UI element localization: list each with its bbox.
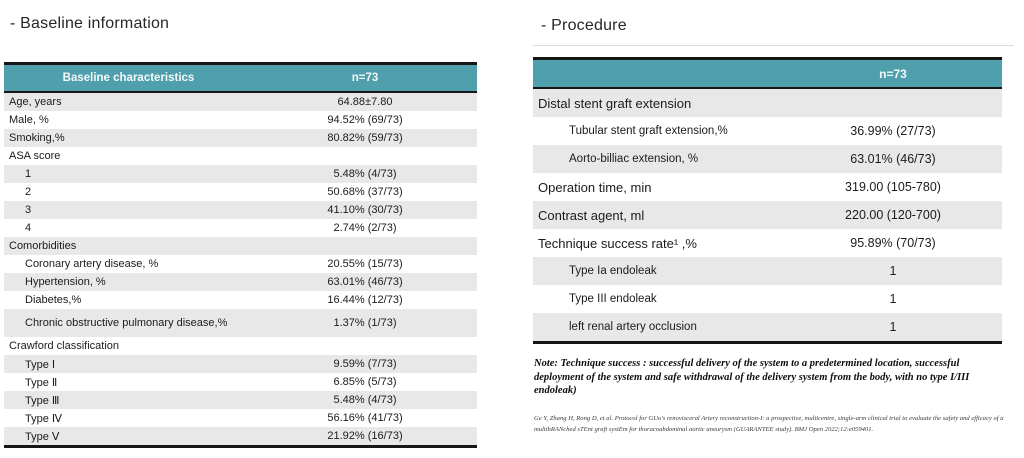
row-value: 5.48% (4/73) bbox=[333, 168, 397, 180]
table-row: 4 2.74% (2/73) bbox=[4, 219, 477, 237]
row-label: Aorto-billiac extension, % bbox=[569, 153, 699, 165]
table-row: Technique success rate¹ ,% 95.89% (70/73… bbox=[533, 229, 1002, 257]
row-value: 95.89% (70/73) bbox=[850, 236, 936, 250]
table-row: Type Ⅱ 6.85% (5/73) bbox=[4, 373, 477, 391]
baseline-table: Baseline characteristics n=73 Age, years… bbox=[4, 62, 477, 448]
row-value: 63.01% (46/73) bbox=[327, 276, 403, 288]
row-value: 16.44% (12/73) bbox=[327, 294, 403, 306]
procedure-title-divider bbox=[533, 45, 1014, 46]
row-label: Tubular stent graft extension,% bbox=[569, 125, 728, 137]
row-label: 1 bbox=[25, 168, 32, 180]
row-label: Type Ⅲ bbox=[25, 394, 60, 407]
table-row: ASA score bbox=[4, 147, 477, 165]
row-value: 319.00 (105-780) bbox=[845, 180, 941, 194]
technique-success-note: Note: Technique success : successful del… bbox=[534, 358, 970, 397]
baseline-header-n: n=73 bbox=[351, 72, 379, 84]
row-value: 64.88±7.80 bbox=[337, 96, 393, 108]
baseline-table-header: Baseline characteristics n=73 bbox=[4, 65, 477, 93]
row-label: 3 bbox=[25, 204, 32, 216]
baseline-section-title: - Baseline information bbox=[10, 15, 170, 32]
row-label: Smoking,% bbox=[9, 132, 65, 144]
row-label: Type III endoleak bbox=[569, 293, 657, 305]
baseline-header-label: Baseline characteristics bbox=[62, 72, 195, 84]
row-label: ASA score bbox=[9, 150, 61, 162]
row-value: 41.10% (30/73) bbox=[327, 204, 403, 216]
row-value: 5.48% (4/73) bbox=[333, 394, 397, 406]
table-row: Smoking,% 80.82% (59/73) bbox=[4, 129, 477, 147]
row-value: 56.16% (41/73) bbox=[327, 412, 403, 424]
row-label: Operation time, min bbox=[538, 179, 652, 195]
row-label: left renal artery occlusion bbox=[569, 321, 697, 333]
row-value: 1 bbox=[889, 264, 897, 278]
row-value: 80.82% (59/73) bbox=[327, 132, 403, 144]
table-row: Type III endoleak 1 bbox=[533, 285, 1002, 313]
row-value: 1.37% (1/73) bbox=[333, 317, 397, 329]
table-row: Male, % 94.52% (69/73) bbox=[4, 111, 477, 129]
table-row: Coronary artery disease, % 20.55% (15/73… bbox=[4, 255, 477, 273]
row-value: 9.59% (7/73) bbox=[333, 358, 397, 370]
row-label: Technique success rate¹ ,% bbox=[538, 235, 697, 251]
procedure-section-title: - Procedure bbox=[541, 17, 627, 34]
table-row: Crawford classification bbox=[4, 337, 477, 355]
row-label: Comorbidities bbox=[9, 240, 77, 252]
row-value: 20.55% (15/73) bbox=[327, 258, 403, 270]
row-label: 4 bbox=[25, 222, 32, 234]
row-label: Chronic obstructive pulmonary disease,% bbox=[25, 317, 228, 329]
table-row: Type Ⅰ 9.59% (7/73) bbox=[4, 355, 477, 373]
row-value: 21.92% (16/73) bbox=[327, 430, 403, 442]
table-row: Type Ⅴ 21.92% (16/73) bbox=[4, 427, 477, 445]
table-row: 3 41.10% (30/73) bbox=[4, 201, 477, 219]
table-row: Type Ⅳ 56.16% (41/73) bbox=[4, 409, 477, 427]
table-row: Tubular stent graft extension,% 36.99% (… bbox=[533, 117, 1002, 145]
procedure-header-n: n=73 bbox=[879, 66, 907, 81]
table-row: Type Ia endoleak 1 bbox=[533, 257, 1002, 285]
row-label: 2 bbox=[25, 186, 32, 198]
table-row: Age, years 64.88±7.80 bbox=[4, 93, 477, 111]
row-value: 50.68% (37/73) bbox=[327, 186, 403, 198]
table-row: Hypertension, % 63.01% (46/73) bbox=[4, 273, 477, 291]
table-row: Contrast agent, ml 220.00 (120-700) bbox=[533, 201, 1002, 229]
row-label: Distal stent graft extension bbox=[538, 95, 692, 111]
baseline-table-body: Age, years 64.88±7.80 Male, % 94.52% (69… bbox=[4, 93, 477, 445]
row-value: 220.00 (120-700) bbox=[845, 208, 941, 222]
row-label: Crawford classification bbox=[9, 340, 120, 352]
row-label: Contrast agent, ml bbox=[538, 207, 645, 223]
table-row: Chronic obstructive pulmonary disease,% … bbox=[4, 309, 477, 337]
table-row: 2 50.68% (37/73) bbox=[4, 183, 477, 201]
reference-citation: Ge Y, Zhang H, Rong D, et al. Protocol f… bbox=[534, 415, 1004, 433]
procedure-table-body: Distal stent graft extension Tubular ste… bbox=[533, 89, 1002, 341]
row-value: 1 bbox=[889, 292, 897, 306]
procedure-table-header: n=73 bbox=[533, 60, 1002, 89]
row-label: Coronary artery disease, % bbox=[25, 258, 159, 270]
row-value: 1 bbox=[889, 320, 897, 334]
row-value: 6.85% (5/73) bbox=[333, 376, 397, 388]
row-value: 36.99% (27/73) bbox=[850, 124, 936, 138]
row-value: 63.01% (46/73) bbox=[850, 152, 936, 166]
row-label: Type Ⅱ bbox=[25, 376, 58, 389]
row-label: Type Ⅳ bbox=[25, 412, 63, 425]
row-value: 94.52% (69/73) bbox=[327, 114, 403, 126]
table-row: Distal stent graft extension bbox=[533, 89, 1002, 117]
table-row: Comorbidities bbox=[4, 237, 477, 255]
procedure-table: n=73 Distal stent graft extension Tubula… bbox=[533, 57, 1002, 344]
table-row: Type Ⅲ 5.48% (4/73) bbox=[4, 391, 477, 409]
table-row: Aorto-billiac extension, % 63.01% (46/73… bbox=[533, 145, 1002, 173]
row-label: Type Ⅰ bbox=[25, 358, 56, 371]
table-row: Operation time, min 319.00 (105-780) bbox=[533, 173, 1002, 201]
row-label: Male, % bbox=[9, 114, 49, 126]
row-label: Age, years bbox=[9, 96, 62, 108]
table-row: left renal artery occlusion 1 bbox=[533, 313, 1002, 341]
row-label: Hypertension, % bbox=[25, 276, 106, 288]
row-label: Diabetes,% bbox=[25, 294, 82, 306]
row-label: Type Ia endoleak bbox=[569, 265, 657, 277]
row-value: 2.74% (2/73) bbox=[333, 222, 397, 234]
table-row: 1 5.48% (4/73) bbox=[4, 165, 477, 183]
table-row: Diabetes,% 16.44% (12/73) bbox=[4, 291, 477, 309]
row-label: Type Ⅴ bbox=[25, 430, 60, 443]
